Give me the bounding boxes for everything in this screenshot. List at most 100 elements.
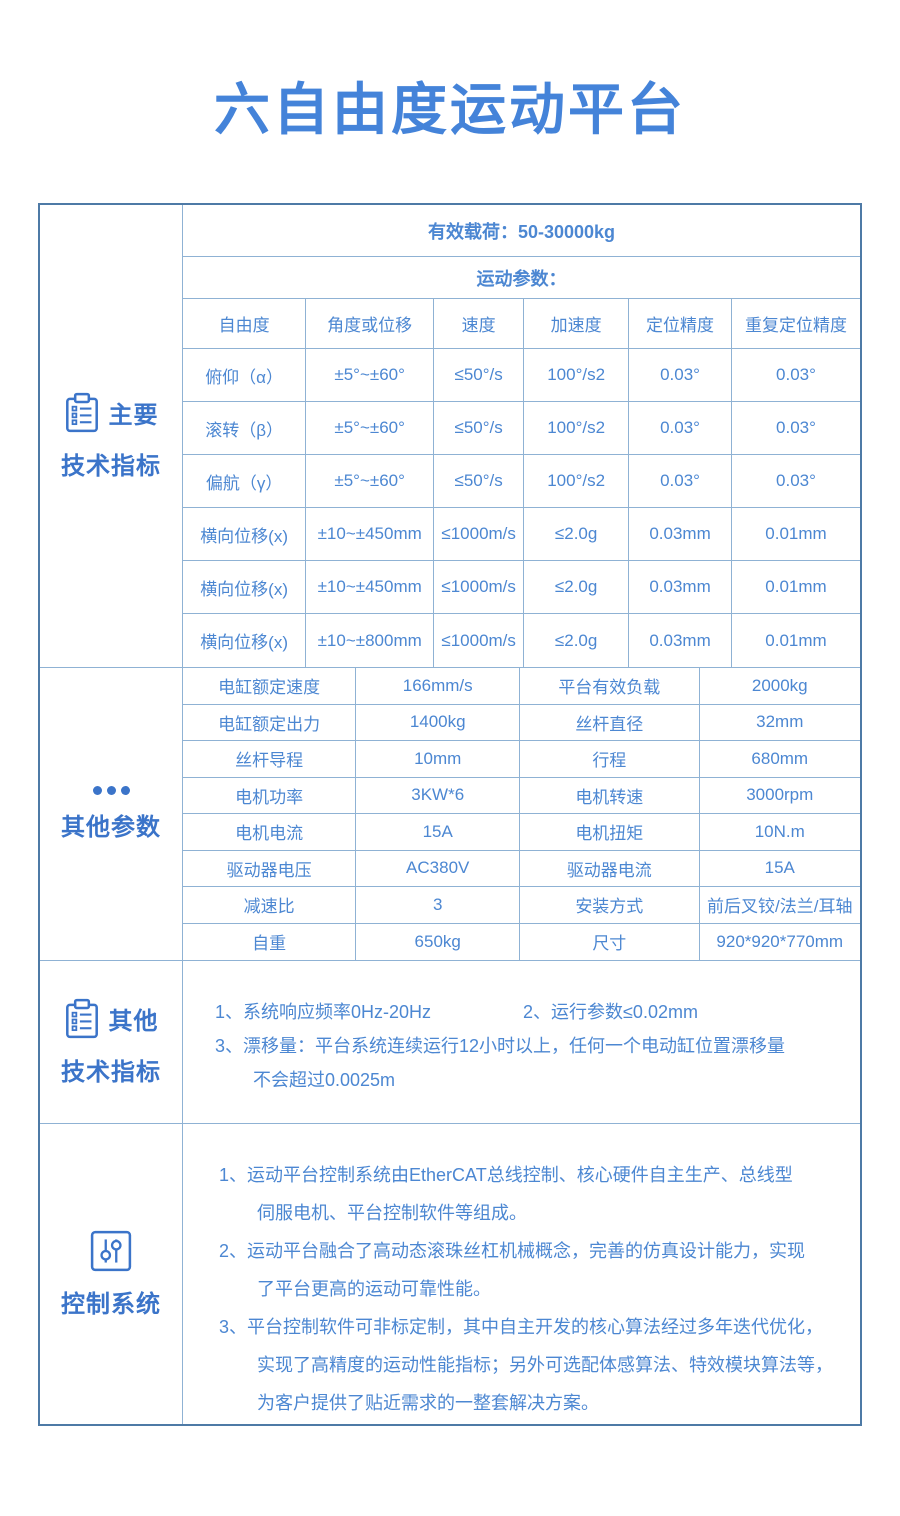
data-cell: 0.01mm (731, 561, 860, 614)
data-cell: ≤50°/s (434, 455, 525, 508)
other-params-label: 其他参数 (61, 814, 161, 841)
control-system-line: 3、平台控制软件可非标定制，其中自主开发的核心算法经过多年迭代优化， (219, 1317, 824, 1337)
param-label: 自重 (183, 923, 357, 960)
control-system-item: 3、平台控制软件可非标定制，其中自主开发的核心算法经过多年迭代优化， 实现了高精度… (219, 1308, 840, 1422)
control-system-content: 1、运动平台控制系统由EtherCAT总线控制、核心硬件自主生产、总线型伺服电机… (183, 1124, 860, 1424)
param-label: 安装方式 (520, 887, 700, 924)
clipboard-icon (65, 998, 98, 1038)
note-drift-line1: 3、漂移量：平台系统连续运行12小时以上，任何一个电动缸位置漂移量 (215, 1036, 786, 1056)
column-header: 定位精度 (629, 299, 732, 349)
clipboard-icon (65, 392, 98, 432)
param-value: 10N.m (699, 814, 860, 851)
column-header: 加速度 (524, 299, 630, 349)
param-value: 3KW*6 (356, 777, 521, 814)
param-value: 166mm/s (356, 668, 521, 705)
data-cell: 0.03° (731, 455, 860, 508)
data-cell: ≤50°/s (434, 402, 525, 455)
other-params-table: 电缸额定速度 166mm/s 平台有效负载 2000kg 电缸额定出力 1400kg 丝杆直… (183, 668, 860, 960)
section-label-main-specs: 主要 技术指标 (40, 205, 183, 667)
param-value: 10mm (356, 741, 521, 778)
param-label: 电机扭矩 (520, 814, 700, 851)
param-label: 驱动器电流 (520, 850, 700, 887)
data-cell: ≤2.0g (524, 614, 630, 667)
param-value: 前后叉铰/法兰/耳轴 (699, 887, 860, 924)
other-specs-label-line2: 技术指标 (61, 1058, 161, 1086)
data-cell: ±10~±450mm (306, 561, 435, 614)
section-other-specs: 其他 技术指标 1、系统响应频率0Hz-20Hz 2、运行参数≤0.02mm 3… (40, 960, 860, 1123)
column-header: 自由度 (183, 299, 307, 349)
section-control-system: 控制系统 1、运动平台控制系统由EtherCAT总线控制、核心硬件自主生产、总线… (40, 1123, 860, 1424)
section-other-params: 其他参数 电缸额定速度 166mm/s 平台有效负载 2000kg 电缸额定出力 1400… (40, 667, 860, 960)
data-cell: 0.03mm (629, 561, 732, 614)
data-cell: 0.03° (731, 349, 860, 402)
control-system-label: 控制系统 (61, 1290, 161, 1318)
param-label: 丝杆导程 (183, 741, 357, 778)
section-label-other-params: 其他参数 (40, 668, 183, 960)
row-header: 横向位移(x) (183, 614, 307, 667)
row-header: 滚转（β） (183, 402, 307, 455)
param-label: 丝杆直径 (520, 704, 700, 741)
param-value: 650kg (356, 923, 521, 960)
data-cell: ±5°~±60° (306, 455, 435, 508)
control-system-notes: 1、运动平台控制系统由EtherCAT总线控制、核心硬件自主生产、总线型伺服电机… (183, 1124, 860, 1424)
sliders-icon (90, 1230, 132, 1271)
param-value: 15A (356, 814, 521, 851)
row-header: 横向位移(x) (183, 561, 307, 614)
param-value: AC380V (356, 850, 521, 887)
param-label: 电机功率 (183, 777, 357, 814)
data-cell: 0.03° (629, 455, 732, 508)
data-cell: 100°/s2 (524, 402, 630, 455)
note-response-frequency: 1、系统响应频率0Hz-20Hz (215, 1002, 432, 1022)
payload-header: 有效载荷：50-30000kg (183, 205, 860, 257)
data-cell: ±5°~±60° (306, 402, 435, 455)
data-cell: ≤50°/s (434, 349, 525, 402)
param-value: 1400kg (356, 704, 521, 741)
control-system-item: 1、运动平台控制系统由EtherCAT总线控制、核心硬件自主生产、总线型伺服电机… (219, 1156, 840, 1232)
param-label: 电缸额定速度 (183, 668, 357, 705)
data-cell: 100°/s2 (524, 349, 630, 402)
other-params-content: 电缸额定速度 166mm/s 平台有效负载 2000kg 电缸额定出力 1400kg 丝杆直… (183, 668, 860, 960)
section-label-control-system: 控制系统 (40, 1124, 183, 1424)
control-system-line: 实现了高精度的运动性能指标；另外可选配体感算法、特效模块算法等， (257, 1355, 833, 1375)
control-system-line: 2、运动平台融合了高动态滚珠丝杠机械概念，完善的仿真设计能力，实现 (219, 1241, 806, 1261)
control-system-line: 1、运动平台控制系统由EtherCAT总线控制、核心硬件自主生产、总线型 (219, 1165, 793, 1185)
param-label: 电机转速 (520, 777, 700, 814)
row-header: 横向位移(x) (183, 508, 307, 561)
section-main-specs: 主要 技术指标 有效载荷：50-30000kg 运动参数： 自由度 角度或位移 速度… (40, 205, 860, 667)
other-specs-label-line1: 其他 (108, 1008, 159, 1035)
motion-params-table: 自由度 角度或位移 速度 加速度 定位精度 重复定位精度 俯仰（α） ±5°~±60° ≤50°… (183, 299, 860, 667)
param-value: 3 (356, 887, 521, 924)
param-value: 920*920*770mm (716, 931, 844, 951)
data-cell: 100°/s2 (524, 455, 630, 508)
param-label: 尺寸 (520, 923, 700, 960)
data-cell: ±10~±450mm (306, 508, 435, 561)
control-system-line: 伺服电机、平台控制软件等组成。 (257, 1203, 527, 1223)
data-cell: 0.03° (731, 402, 860, 455)
column-header: 重复定位精度 (731, 299, 860, 349)
spec-sheet-table: 主要 技术指标 有效载荷：50-30000kg 运动参数： 自由度 角度或位移 速度… (38, 203, 862, 1426)
param-label: 驱动器电压 (183, 850, 357, 887)
data-cell: ≤1000m/s (434, 561, 525, 614)
note-run-parameter: 2、运行参数≤0.02mm (523, 1002, 698, 1022)
param-label: 电机电流 (183, 814, 357, 851)
data-cell: 0.03° (629, 402, 732, 455)
data-cell: ±5°~±60° (306, 349, 435, 402)
section-label-other-specs: 其他 技术指标 (40, 961, 183, 1123)
data-cell: ±10~±800mm (306, 614, 435, 667)
param-label: 减速比 (183, 887, 357, 924)
data-cell: 0.03mm (629, 614, 732, 667)
main-specs-label-line1: 主要 (108, 402, 159, 429)
param-value: 2000kg (699, 668, 860, 705)
main-specs-content: 有效载荷：50-30000kg 运动参数： 自由度 角度或位移 速度 加速度 定位精度重… (183, 205, 860, 667)
control-system-item: 2、运动平台融合了高动态滚珠丝杠机械概念，完善的仿真设计能力，实现了平台更高的运… (219, 1232, 840, 1308)
page-title: 六自由度运动平台 (214, 78, 686, 141)
column-header: 角度或位移 (306, 299, 435, 349)
control-system-line: 了平台更高的运动可靠性能。 (257, 1279, 491, 1299)
data-cell: ≤2.0g (524, 508, 630, 561)
other-specs-content: 1、系统响应频率0Hz-20Hz 2、运行参数≤0.02mm 3、漂移量：平台系… (183, 961, 860, 1123)
data-cell: 0.03mm (629, 508, 732, 561)
data-cell: 0.01mm (765, 630, 827, 650)
row-header: 偏航（γ） (183, 455, 307, 508)
param-label: 平台有效负载 (520, 668, 700, 705)
main-specs-label-line2: 技术指标 (61, 452, 161, 480)
